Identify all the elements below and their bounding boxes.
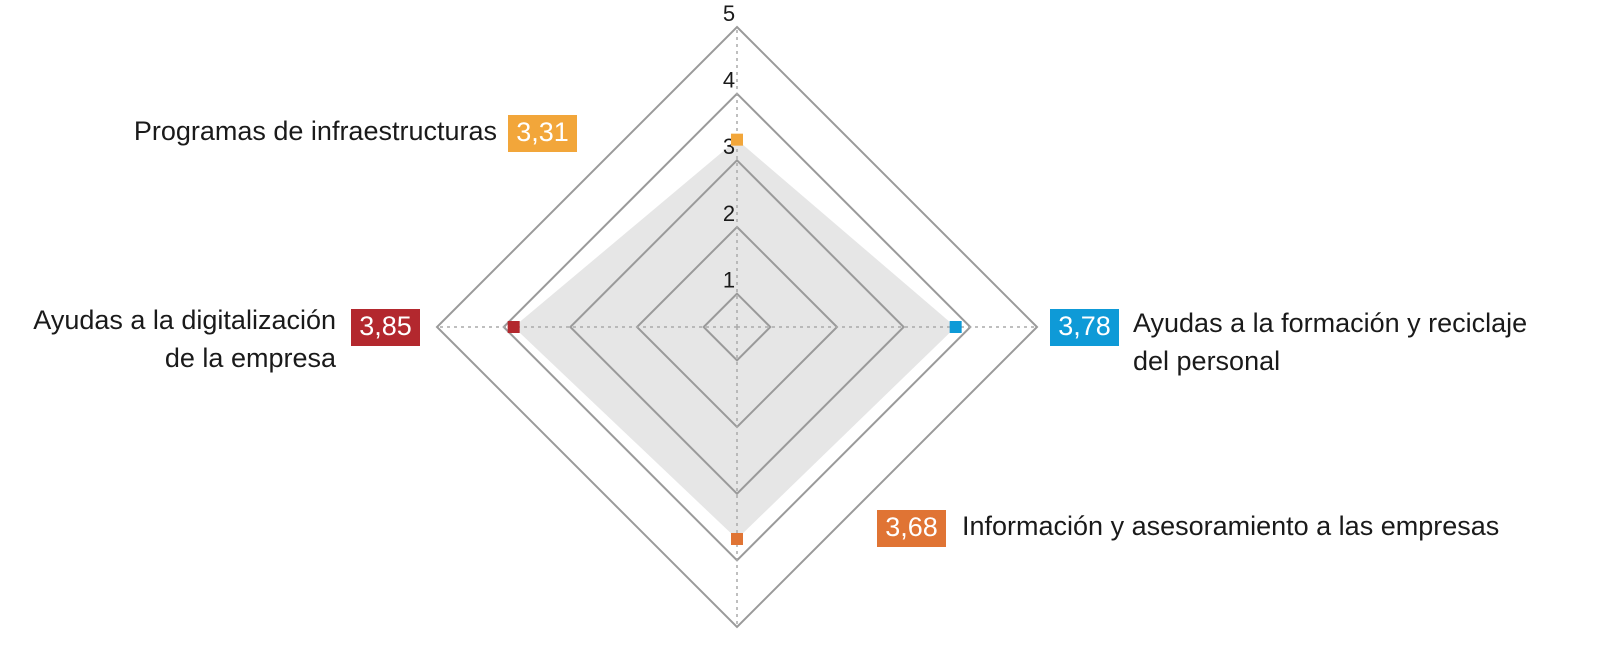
value-label-box <box>508 115 577 152</box>
marker <box>731 133 743 146</box>
marker <box>507 321 520 333</box>
category-label: Ayudas a la digitalización <box>33 305 336 335</box>
grid-ring <box>435 25 1039 629</box>
value-label: 3,68 <box>885 512 938 542</box>
tick-label: 4 <box>723 67 735 92</box>
category-label: Ayudas a la formación y reciclaje <box>1133 308 1527 338</box>
data-area <box>513 139 956 539</box>
tick-label: 1 <box>723 267 735 292</box>
category-label: del personal <box>1133 346 1280 376</box>
category-label: Programas de infraestructuras <box>134 116 497 146</box>
value-label-box <box>877 510 946 547</box>
value-label: 3,85 <box>359 311 412 341</box>
value-label-box <box>1050 309 1119 346</box>
category-label: de la empresa <box>165 343 337 373</box>
marker <box>731 533 743 545</box>
marker <box>949 321 962 333</box>
grid-ring <box>568 158 906 496</box>
tick-label: 2 <box>723 201 735 226</box>
tick-label: 5 <box>723 1 735 26</box>
grid-ring <box>702 292 772 362</box>
value-label: 3,78 <box>1058 311 1111 341</box>
value-label: 3,31 <box>516 117 569 147</box>
category-label: Información y asesoramiento a las empres… <box>962 511 1499 541</box>
value-label-box <box>351 309 420 346</box>
